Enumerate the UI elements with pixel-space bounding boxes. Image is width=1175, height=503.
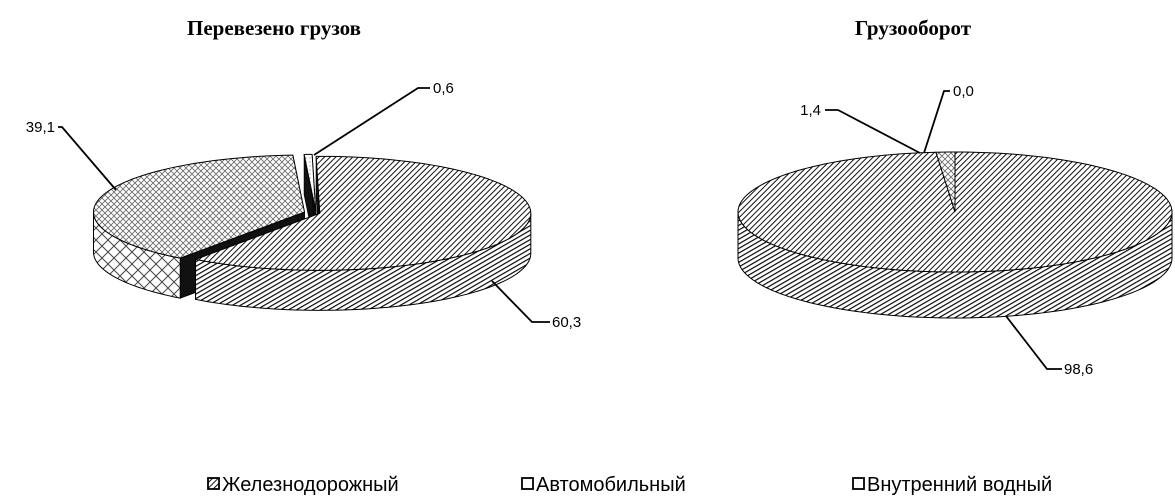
- leader-line-water: [923, 90, 950, 154]
- leader-line-water: [313, 87, 430, 156]
- data-label-water: 0,6: [433, 80, 454, 97]
- data-label-water: 0,0: [953, 83, 974, 100]
- pie-slice-auto: [92, 154, 306, 259]
- legend-swatch-water: [852, 477, 865, 490]
- data-label-auto: 39,1: [26, 119, 55, 136]
- pie-chart-right: 98,6 1,4 0,0: [737, 83, 1173, 378]
- chart-title-left: Перевезено грузов: [187, 16, 361, 40]
- legend-item-auto: Автомобильный: [521, 474, 686, 496]
- legend-swatch-rail: [207, 477, 220, 490]
- legend-item-water: Внутренний водный: [852, 474, 1052, 496]
- leader-line-auto: [825, 109, 921, 154]
- legend-label-rail: Железнодорожный: [222, 474, 399, 496]
- pie-slice-auto: [935, 151, 956, 213]
- legend-label-auto: Автомобильный: [536, 474, 686, 496]
- leader-line-rail: [491, 280, 550, 323]
- data-label-auto: 1,4: [800, 102, 821, 119]
- pie-chart-left: 60,3 39,1 0,6: [26, 80, 581, 331]
- chart-title-right: Грузооборот: [855, 16, 972, 40]
- legend: Железнодорожный Автомобильный Внутренний…: [207, 474, 1052, 496]
- leader-line-rail: [1005, 315, 1062, 370]
- pie-slice-rail: [193, 155, 532, 271]
- data-label-rail: 60,3: [552, 314, 581, 331]
- legend-label-water: Внутренний водный: [867, 474, 1052, 496]
- legend-swatch-auto: [521, 477, 534, 490]
- data-label-rail: 98,6: [1064, 361, 1093, 378]
- legend-item-rail: Железнодорожный: [207, 474, 399, 496]
- leader-line-auto: [58, 126, 117, 191]
- pie-slice-water: [303, 153, 317, 212]
